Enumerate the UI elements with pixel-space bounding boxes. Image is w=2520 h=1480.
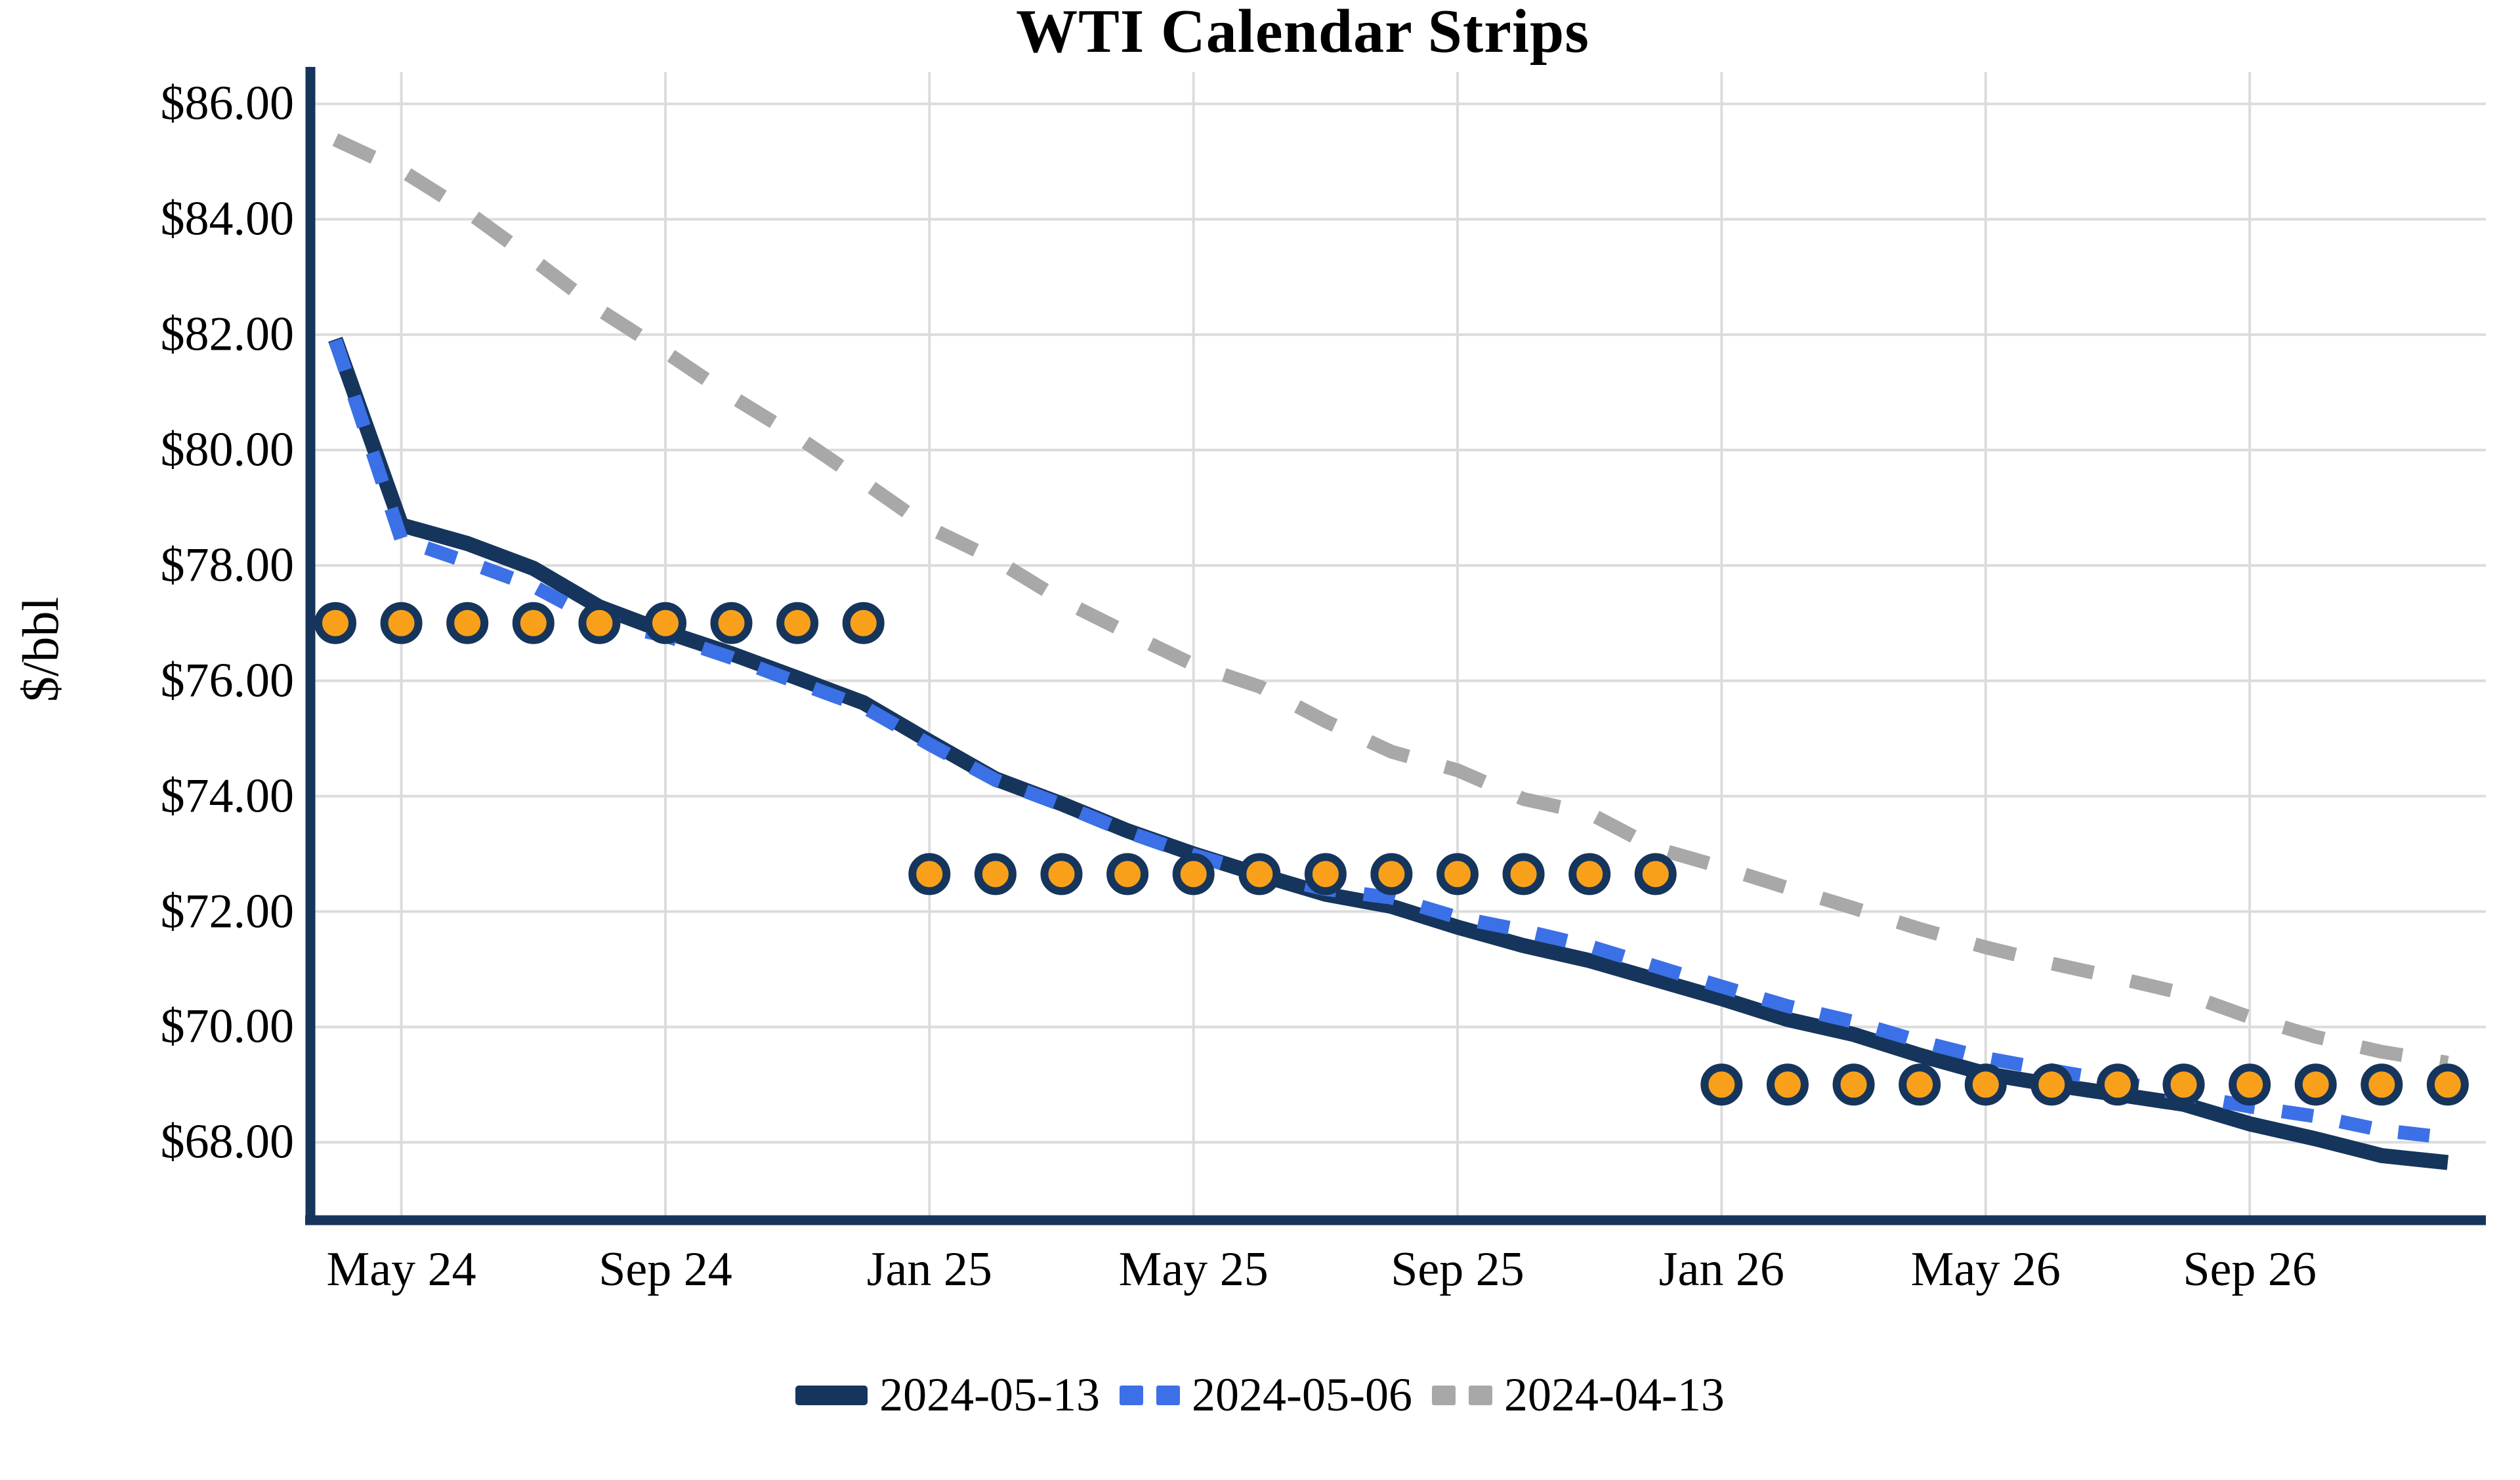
x-tick-label: May 24 bbox=[326, 1243, 476, 1296]
x-tick-label: Sep 26 bbox=[2183, 1243, 2317, 1296]
x-tick-label: Sep 24 bbox=[598, 1243, 732, 1296]
strip-marker-cal-2025-strip bbox=[908, 853, 951, 895]
strip-marker-cal-2025-strip bbox=[1172, 853, 1215, 895]
strip-marker-cal-2024-strip bbox=[644, 602, 686, 644]
y-tick-label: $84.00 bbox=[160, 192, 295, 246]
strip-marker-cal-2026-strip bbox=[2096, 1063, 2139, 1106]
strip-marker-cal-2025-strip bbox=[1370, 853, 1413, 895]
y-tick-label: $70.00 bbox=[160, 999, 295, 1054]
strip-marker-cal-2024-strip bbox=[380, 602, 423, 644]
page-title: WTI Calendar Strips bbox=[1016, 0, 1589, 66]
strip-marker-cal-2026-strip bbox=[2426, 1063, 2469, 1106]
strip-marker-cal-2025-strip bbox=[1437, 853, 1479, 895]
strip-marker-cal-2025-strip bbox=[1634, 853, 1677, 895]
strip-marker-cal-2024-strip bbox=[512, 602, 555, 644]
strip-marker-cal-2026-strip bbox=[2162, 1063, 2205, 1106]
y-tick-label: $78.00 bbox=[160, 538, 295, 592]
strip-marker-cal-2025-strip bbox=[1502, 853, 1545, 895]
y-tick-label: $86.00 bbox=[160, 76, 295, 131]
y-tick-label: $80.00 bbox=[160, 422, 295, 477]
y-tick-label: $82.00 bbox=[160, 307, 295, 361]
series-line-2024-05-13 bbox=[328, 337, 2449, 1170]
y-tick-label: $68.00 bbox=[160, 1115, 295, 1169]
blue-dashed-line-swatch-icon bbox=[1120, 1385, 1181, 1405]
legend-label: 2024-04-13 bbox=[1503, 1368, 1725, 1421]
strip-marker-cal-2025-strip bbox=[1238, 853, 1281, 895]
legend: 2024-05-13 2024-05-06 2024-04-13 bbox=[0, 1368, 2520, 1422]
strip-marker-cal-2026-strip bbox=[2030, 1063, 2073, 1106]
strip-marker-cal-2025-strip bbox=[974, 853, 1017, 895]
legend-item-2024-05-06: 2024-05-06 bbox=[1120, 1368, 1412, 1422]
strip-marker-cal-2025-strip bbox=[1106, 853, 1149, 895]
strip-marker-cal-2025-strip bbox=[1304, 853, 1347, 895]
strip-marker-cal-2024-strip bbox=[776, 602, 819, 644]
x-tick-label: Sep 25 bbox=[1391, 1243, 1524, 1296]
strip-marker-cal-2026-strip bbox=[1767, 1063, 1809, 1106]
strip-marker-cal-2026-strip bbox=[1899, 1063, 1941, 1106]
strip-marker-cal-2026-strip bbox=[2229, 1063, 2271, 1106]
x-tick-label: Jan 25 bbox=[866, 1243, 992, 1296]
gray-dashed-line-swatch-icon bbox=[1431, 1385, 1492, 1405]
y-tick-label: $76.00 bbox=[160, 653, 295, 708]
x-tick-label: May 25 bbox=[1118, 1243, 1269, 1296]
legend-item-2024-05-13: 2024-05-13 bbox=[795, 1368, 1100, 1422]
strip-marker-cal-2025-strip bbox=[1568, 853, 1611, 895]
strip-marker-cal-2024-strip bbox=[710, 602, 753, 644]
strip-marker-cal-2026-strip bbox=[1964, 1063, 2007, 1106]
series-line-2024-04-13 bbox=[332, 133, 2449, 1070]
x-tick-label: May 26 bbox=[1910, 1243, 2061, 1296]
strip-marker-cal-2025-strip bbox=[1040, 853, 1083, 895]
legend-item-2024-04-13: 2024-04-13 bbox=[1431, 1368, 1725, 1422]
legend-label: 2024-05-06 bbox=[1192, 1368, 1412, 1421]
strip-marker-cal-2026-strip bbox=[1700, 1063, 1743, 1106]
y-tick-label: $74.00 bbox=[160, 769, 295, 823]
navy-solid-line-swatch-icon bbox=[795, 1385, 868, 1405]
strip-marker-cal-2024-strip bbox=[314, 602, 356, 644]
legend-label: 2024-05-13 bbox=[879, 1368, 1101, 1421]
strip-marker-cal-2024-strip bbox=[842, 602, 885, 644]
series-line-2024-05-06 bbox=[329, 338, 2449, 1145]
strip-marker-cal-2026-strip bbox=[2361, 1063, 2403, 1106]
y-tick-label: $72.00 bbox=[160, 884, 295, 939]
strip-marker-cal-2024-strip bbox=[446, 602, 489, 644]
strip-marker-cal-2026-strip bbox=[2294, 1063, 2337, 1106]
strip-marker-cal-2026-strip bbox=[1832, 1063, 1875, 1106]
x-tick-label: Jan 26 bbox=[1658, 1243, 1784, 1296]
strip-marker-cal-2024-strip bbox=[578, 602, 621, 644]
